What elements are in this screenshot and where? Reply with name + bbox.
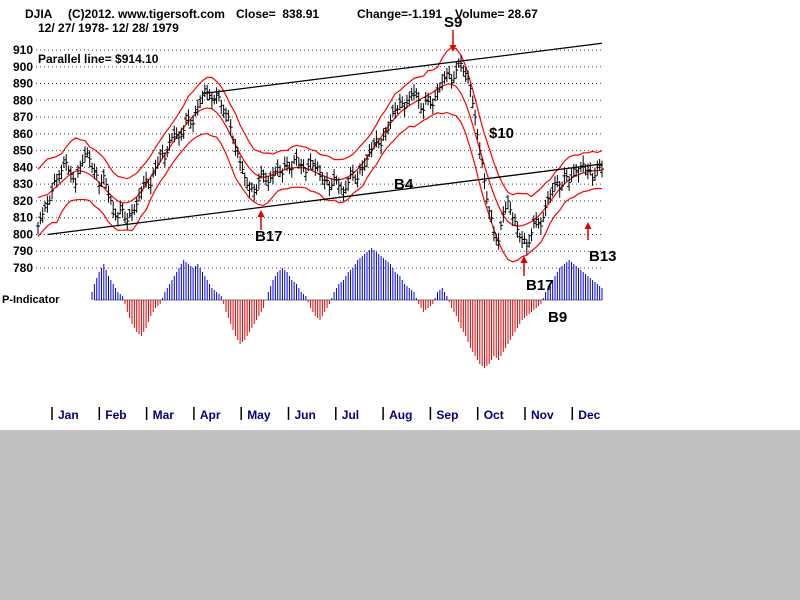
trendline-parallel-resistance (202, 42, 603, 95)
y-axis-label: 890 (13, 77, 33, 91)
annotation-s9-signal: S9 (444, 14, 462, 31)
annotation-b4-signal: B4 (394, 176, 414, 193)
y-axis-label: 900 (13, 60, 33, 74)
trendline-support (47, 163, 603, 236)
month-label-oct: Oct (484, 408, 504, 422)
month-label-dec: Dec (578, 408, 600, 422)
month-label-nov: Nov (531, 408, 554, 422)
y-axis-label: 810 (13, 211, 33, 225)
signal-arrowhead (584, 222, 592, 229)
signal-arrowhead (257, 210, 265, 217)
month-label-apr: Apr (200, 408, 221, 422)
y-axis-label: 870 (13, 110, 33, 124)
price-chart-svg: 910 900 890 880 870 860 850 840 830 820 810 800 790 7… (13, 14, 617, 422)
y-axis-label: 780 (13, 261, 33, 275)
y-axis-label: 860 (13, 127, 33, 141)
month-label-aug: Aug (389, 408, 412, 422)
upper-band (37, 46, 603, 198)
copyright-label: (C)2012. www.tigersoft.com (68, 7, 225, 21)
y-axis-labels: 910 900 890 880 870 860 850 840 830 820 810 800 790 7… (13, 43, 33, 275)
y-axis-label: 790 (13, 244, 33, 258)
indicator-histogram (91, 248, 603, 368)
month-label-feb: Feb (105, 408, 126, 422)
change-value: Change=-1.191 (357, 7, 443, 21)
month-label-jul: Jul (342, 408, 359, 422)
gray-footer-area (0, 430, 800, 600)
month-label-sep: Sep (436, 408, 458, 422)
annotation-b9-signal: B9 (548, 309, 567, 326)
month-label-jun: Jun (295, 408, 316, 422)
month-label-mar: Mar (153, 408, 175, 422)
month-axis: Jan Feb Mar Apr May Jun Jul Aug Sep Oct Nov Dec (51, 407, 601, 422)
symbol-label: DJIA (25, 7, 53, 21)
y-axis-label: 830 (13, 177, 33, 191)
month-label-jan: Jan (58, 408, 79, 422)
lower-band (37, 111, 603, 263)
volume-value: Volume= 28.67 (455, 7, 538, 21)
parallel-line-label: Parallel line= $914.10 (38, 52, 159, 66)
annotation-s10-signal: $10 (489, 125, 514, 142)
p-indicator-label: P-Indicator (2, 294, 60, 306)
annotation-b17-signal-1: B17 (255, 228, 283, 245)
y-axis-label: 820 (13, 194, 33, 208)
close-value: Close= 838.91 (236, 7, 320, 21)
price-bars (36, 55, 604, 255)
y-axis-label: 840 (13, 160, 33, 174)
y-axis-label: 880 (13, 93, 33, 107)
annotation-b17-signal-2: B17 (526, 277, 554, 294)
date-range-label: 12/ 27/ 1978- 12/ 28/ 1979 (38, 21, 179, 35)
signal-arrowhead (449, 45, 457, 52)
y-axis-label: 850 (13, 144, 33, 158)
y-axis-label: 800 (13, 227, 33, 241)
y-axis-label: 910 (13, 43, 33, 57)
signal-arrowhead (520, 256, 528, 263)
annotation-b13-signal: B13 (589, 248, 617, 265)
month-label-may: May (247, 408, 271, 422)
